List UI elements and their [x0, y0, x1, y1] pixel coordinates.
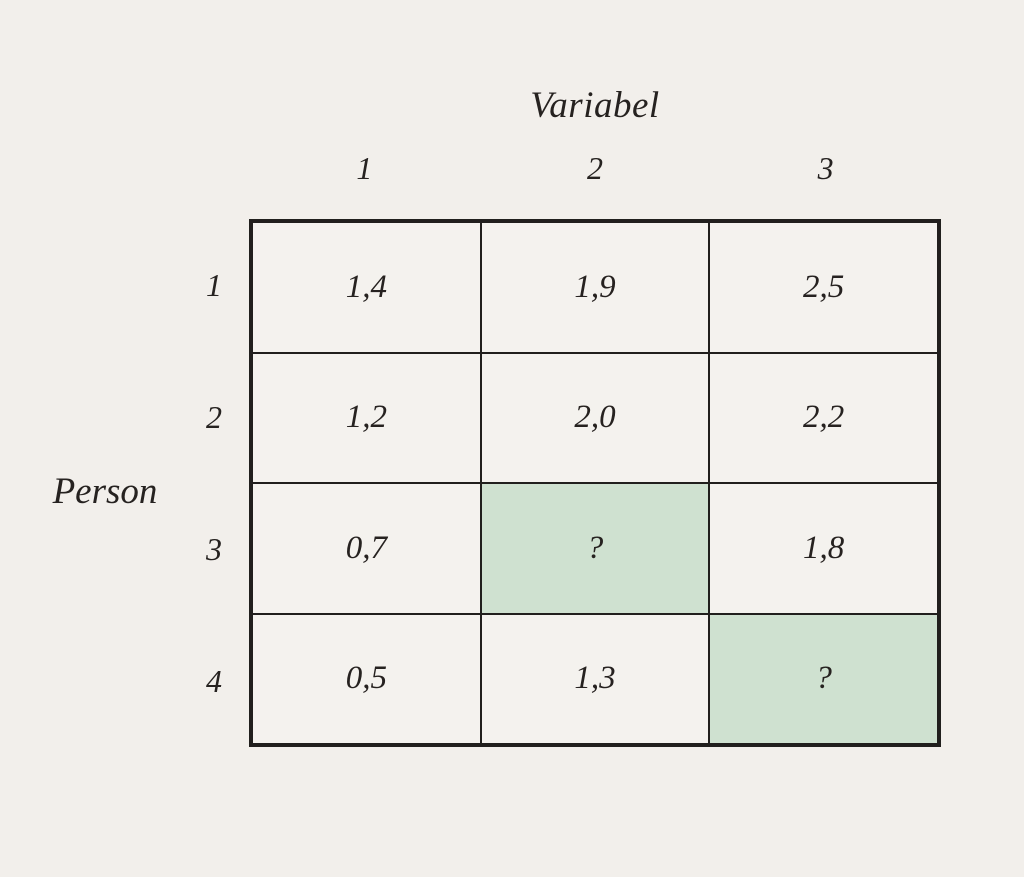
- cell-value: 2,0: [574, 399, 616, 436]
- cell-value: ?: [586, 529, 604, 566]
- table-cell: 2,0: [481, 353, 709, 482]
- cell-value: ?: [815, 660, 832, 697]
- table-cell: 1,2: [253, 353, 480, 482]
- column-headers: 1 2 3: [249, 150, 941, 187]
- table-cell: 1,9: [481, 223, 709, 352]
- data-table: 1,4 1,9 2,5 1,2 2,0 2,2 0,7? 1,8 0,5 1,3?: [249, 219, 941, 747]
- cell-value: 2,2: [803, 399, 845, 436]
- table-cell: 0,7: [253, 484, 480, 613]
- table-cell-unknown: ?: [481, 484, 709, 613]
- column-header: 3: [817, 150, 834, 186]
- column-axis-title: Variabel: [530, 85, 660, 126]
- table-cell: 1,4: [253, 223, 480, 352]
- column-header: 2: [586, 150, 603, 186]
- cell-value: 1,2: [345, 399, 387, 436]
- row-labels: 1 2 3 4: [182, 219, 246, 747]
- row-label: 1: [206, 266, 222, 303]
- table-cell-unknown: ?: [710, 614, 937, 743]
- cell-value: 2,5: [803, 268, 845, 305]
- table-cell: 2,2: [710, 353, 937, 482]
- cell-value: 0,5: [345, 660, 387, 697]
- cell-value: 1,4: [345, 268, 387, 305]
- row-label: 2: [206, 398, 222, 435]
- table-cell: 0,5: [253, 614, 480, 743]
- row-label: 4: [206, 662, 222, 699]
- cell-value: 0,7: [345, 529, 387, 566]
- row-label: 3: [206, 530, 222, 567]
- row-axis-title: Person: [52, 471, 158, 512]
- table-cell: 1,8: [710, 484, 937, 613]
- cell-value: 1,8: [803, 529, 845, 566]
- cell-value: 1,3: [574, 660, 616, 697]
- table-cell: 2,5: [710, 223, 937, 352]
- table-cell: 1,3: [481, 614, 709, 743]
- cell-value: 1,9: [574, 268, 616, 305]
- column-header: 1: [356, 150, 373, 186]
